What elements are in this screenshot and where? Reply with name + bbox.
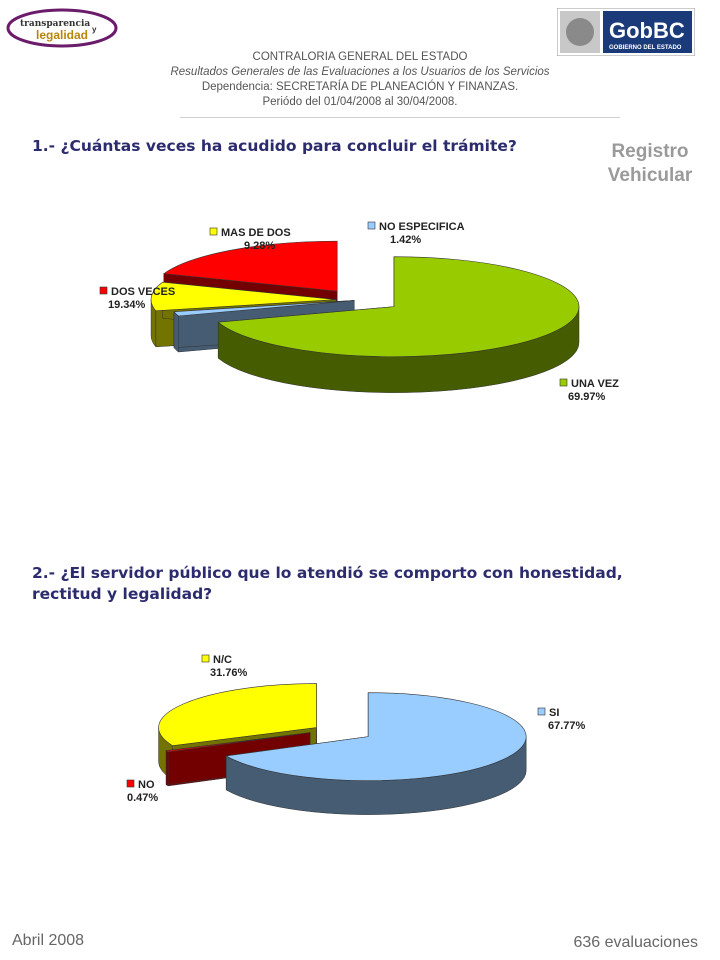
question-1-title: 1.- ¿Cuántas veces ha acudido para concl… (32, 137, 517, 155)
transparencia-legalidad-logo: transparencia y legalidad (6, 8, 118, 48)
logo-right-text-2: GOBIERNO DEL ESTADO (609, 45, 682, 51)
header-line-4: Periódo del 01/04/2008 al 30/04/2008. (262, 96, 458, 108)
slice-n-c-top (158, 683, 317, 747)
state-seal-icon (566, 18, 594, 46)
slice-no-top (165, 732, 311, 753)
value-una-vez: 69.97% (568, 391, 606, 403)
value-mas-de-dos: 9.28% (244, 240, 275, 252)
value-no: 0.47% (127, 792, 158, 804)
label-dos-veces: DOS VECES (111, 286, 175, 298)
question-2-title: 2.- ¿El servidor público que lo atendió … (32, 564, 623, 603)
label-una-vez: UNA VEZ (571, 378, 619, 390)
logo-left-text-1: transparencia (20, 19, 90, 29)
header-line-2: Resultados Generales de las Evaluaciones… (170, 66, 550, 78)
legend-swatch-si (537, 707, 546, 716)
slice-una-vez-top (217, 256, 580, 357)
slice-no-especifica-top (173, 300, 355, 317)
footer-date: Abril 2008 (12, 932, 85, 949)
label-n-c: N/C (213, 654, 232, 666)
value-si: 67.77% (548, 720, 586, 732)
logo-left-text-3: legalidad (36, 28, 88, 42)
gobbc-logo: GobBC GOBIERNO DEL ESTADO (557, 8, 695, 56)
slice-mas-de-dos-top (150, 281, 337, 312)
label-si: SI (549, 707, 559, 719)
logo-right-text-1: GobBC (609, 18, 685, 43)
value-dos-veces: 19.34% (108, 299, 146, 311)
legend-swatch-n-c (201, 654, 210, 663)
legend-swatch-no-especifica (367, 221, 376, 230)
logo-left-text-2: y (92, 25, 97, 34)
legend-swatch-dos-veces (99, 286, 108, 295)
slice-si-top (225, 692, 527, 781)
label-no-especifica: NO ESPECIFICA (379, 221, 465, 233)
section-title: Registro Vehicular (607, 141, 693, 186)
header-line-1: CONTRALORIA GENERAL DEL ESTADO (252, 51, 468, 63)
legend-swatch-no (126, 779, 135, 788)
label-mas-de-dos: MAS DE DOS (221, 227, 291, 239)
legend-swatch-mas-de-dos (209, 227, 218, 236)
value-no-especifica: 1.42% (390, 234, 421, 246)
label-no: NO (138, 779, 155, 791)
legend-swatch-una-vez (559, 378, 568, 387)
footer-evaluations-count: 636 evaluaciones (573, 934, 698, 951)
header-divider (180, 117, 620, 118)
header-line-3: Dependencia: SECRETARÍA DE PLANEACIÓN Y … (201, 81, 519, 93)
value-n-c: 31.76% (210, 667, 248, 679)
slice-dos-veces-top (162, 240, 338, 292)
